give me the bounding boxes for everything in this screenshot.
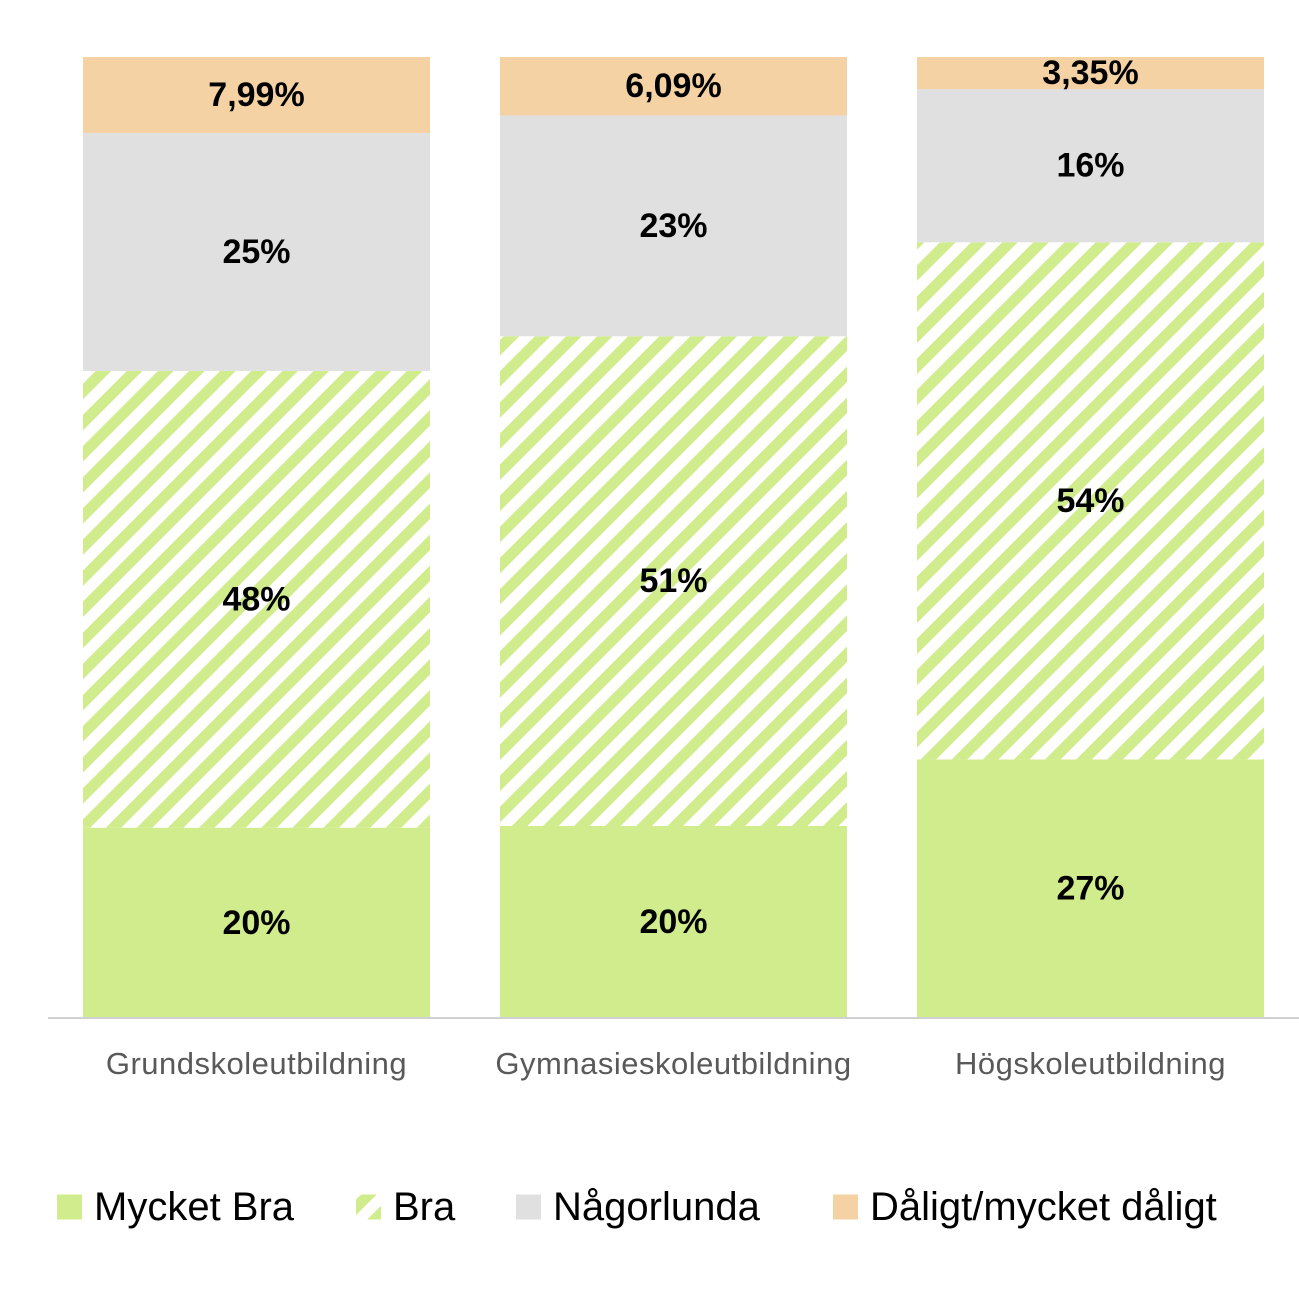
data-label-gymnasieskoleutbildning-nagorlunda: 23% (639, 207, 707, 245)
bar-segment-grundskoleutbildning-mycket-bra (83, 827, 430, 1018)
legend-label-daligt-mycket-daligt: Dåligt/mycket dåligt (870, 1185, 1217, 1229)
data-label-grundskoleutbildning-mycket-bra: 20% (222, 904, 290, 942)
bar-segment-grundskoleutbildning-bra (83, 370, 430, 828)
legend-label-bra: Bra (393, 1185, 456, 1229)
bar-segment-grundskoleutbildning-daligt-mycket-daligt (83, 57, 430, 134)
legend-label-mycket-bra: Mycket Bra (94, 1185, 295, 1229)
legend: Mycket Bra Bra Någorlunda Dåligt/mycket dål… (57, 1185, 1217, 1229)
category-label-gymnasieskoleutbildning: Gymnasieskoleutbildning (495, 1046, 851, 1081)
legend-swatch-nagorlunda (516, 1194, 541, 1220)
data-label-grundskoleutbildning-daligt-mycket-daligt: 7,99% (208, 76, 304, 114)
category-labels: Grundskoleutbildning Gymnasieskoleutbildn… (106, 1046, 1226, 1081)
bar-segment-hogskoleutbildning-daligt-mycket-daligt (917, 57, 1264, 90)
bar-segment-gymnasieskoleutbildning-nagorlunda (500, 115, 847, 337)
data-label-hogskoleutbildning-bra: 54% (1056, 482, 1124, 520)
category-label-grundskoleutbildning: Grundskoleutbildning (106, 1046, 407, 1081)
bars-layer: 20% 48% 25% 7,99% 20% 51% 23% 6,09% 27% 54% 16% 3,3… (83, 54, 1264, 1018)
bar-segment-hogskoleutbildning-bra (917, 242, 1264, 760)
legend-swatch-bra (356, 1194, 381, 1220)
bar-segment-grundskoleutbildning-nagorlunda (83, 133, 430, 371)
data-label-gymnasieskoleutbildning-daligt-mycket-daligt: 6,09% (625, 67, 721, 105)
bar-segment-gymnasieskoleutbildning-mycket-bra (500, 825, 847, 1018)
data-label-hogskoleutbildning-nagorlunda: 16% (1056, 147, 1124, 185)
data-label-gymnasieskoleutbildning-mycket-bra: 20% (639, 903, 707, 941)
data-label-gymnasieskoleutbildning-bra: 51% (639, 562, 707, 600)
data-label-grundskoleutbildning-nagorlunda: 25% (222, 233, 290, 271)
legend-swatch-daligt-mycket-daligt (833, 1194, 858, 1220)
data-label-hogskoleutbildning-mycket-bra: 27% (1056, 870, 1124, 908)
bar-segment-hogskoleutbildning-mycket-bra (917, 759, 1264, 1018)
legend-label-nagorlunda: Någorlunda (553, 1185, 761, 1229)
category-label-hogskoleutbildning: Högskoleutbildning (955, 1046, 1226, 1081)
bar-segment-hogskoleutbildning-nagorlunda (917, 89, 1264, 243)
bar-segment-gymnasieskoleutbildning-bra (500, 336, 847, 826)
data-label-hogskoleutbildning-daligt-mycket-daligt: 3,35% (1042, 54, 1138, 92)
bar-segment-gymnasieskoleutbildning-daligt-mycket-daligt (500, 57, 847, 116)
legend-swatch-mycket-bra (57, 1194, 82, 1220)
data-label-grundskoleutbildning-bra: 48% (222, 580, 290, 618)
